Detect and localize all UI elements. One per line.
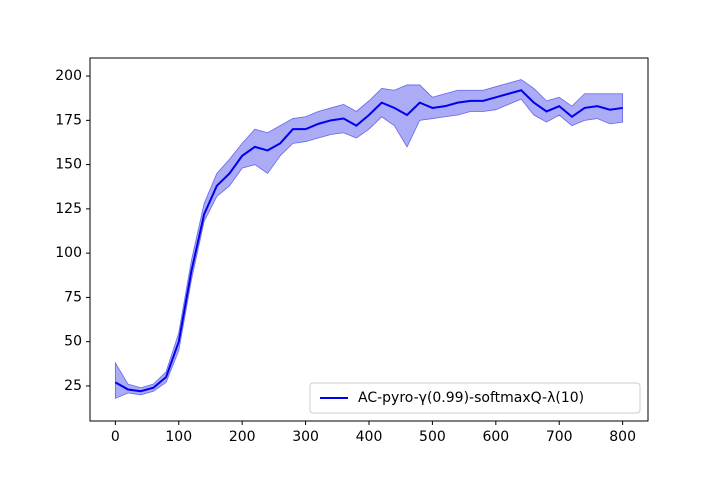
y-tick-label: 25 <box>64 378 82 394</box>
y-tick-label: 175 <box>55 112 82 128</box>
legend-label: AC-pyro-γ(0.99)-softmaxQ-λ(10) <box>358 390 584 406</box>
y-tick-label: 200 <box>55 68 82 84</box>
x-tick-label: 100 <box>165 429 192 445</box>
x-tick-label: 500 <box>419 429 446 445</box>
axes-frame <box>89 57 649 422</box>
x-tick-label: 600 <box>482 429 509 445</box>
y-tick-label: 50 <box>64 334 82 350</box>
y-tick-label: 125 <box>55 201 82 217</box>
y-tick-label: 100 <box>55 245 82 261</box>
y-tick-label: 75 <box>64 289 82 305</box>
x-tick-label: 300 <box>292 429 319 445</box>
y-tick-label: 150 <box>55 157 82 173</box>
x-tick-label: 400 <box>356 429 383 445</box>
x-tick-label: 200 <box>229 429 256 445</box>
x-tick-label: 700 <box>546 429 573 445</box>
legend-box <box>309 382 641 414</box>
line <box>114 89 623 393</box>
x-tick-label: 800 <box>609 429 636 445</box>
band <box>114 79 624 399</box>
x-tick-label: 0 <box>111 429 120 445</box>
